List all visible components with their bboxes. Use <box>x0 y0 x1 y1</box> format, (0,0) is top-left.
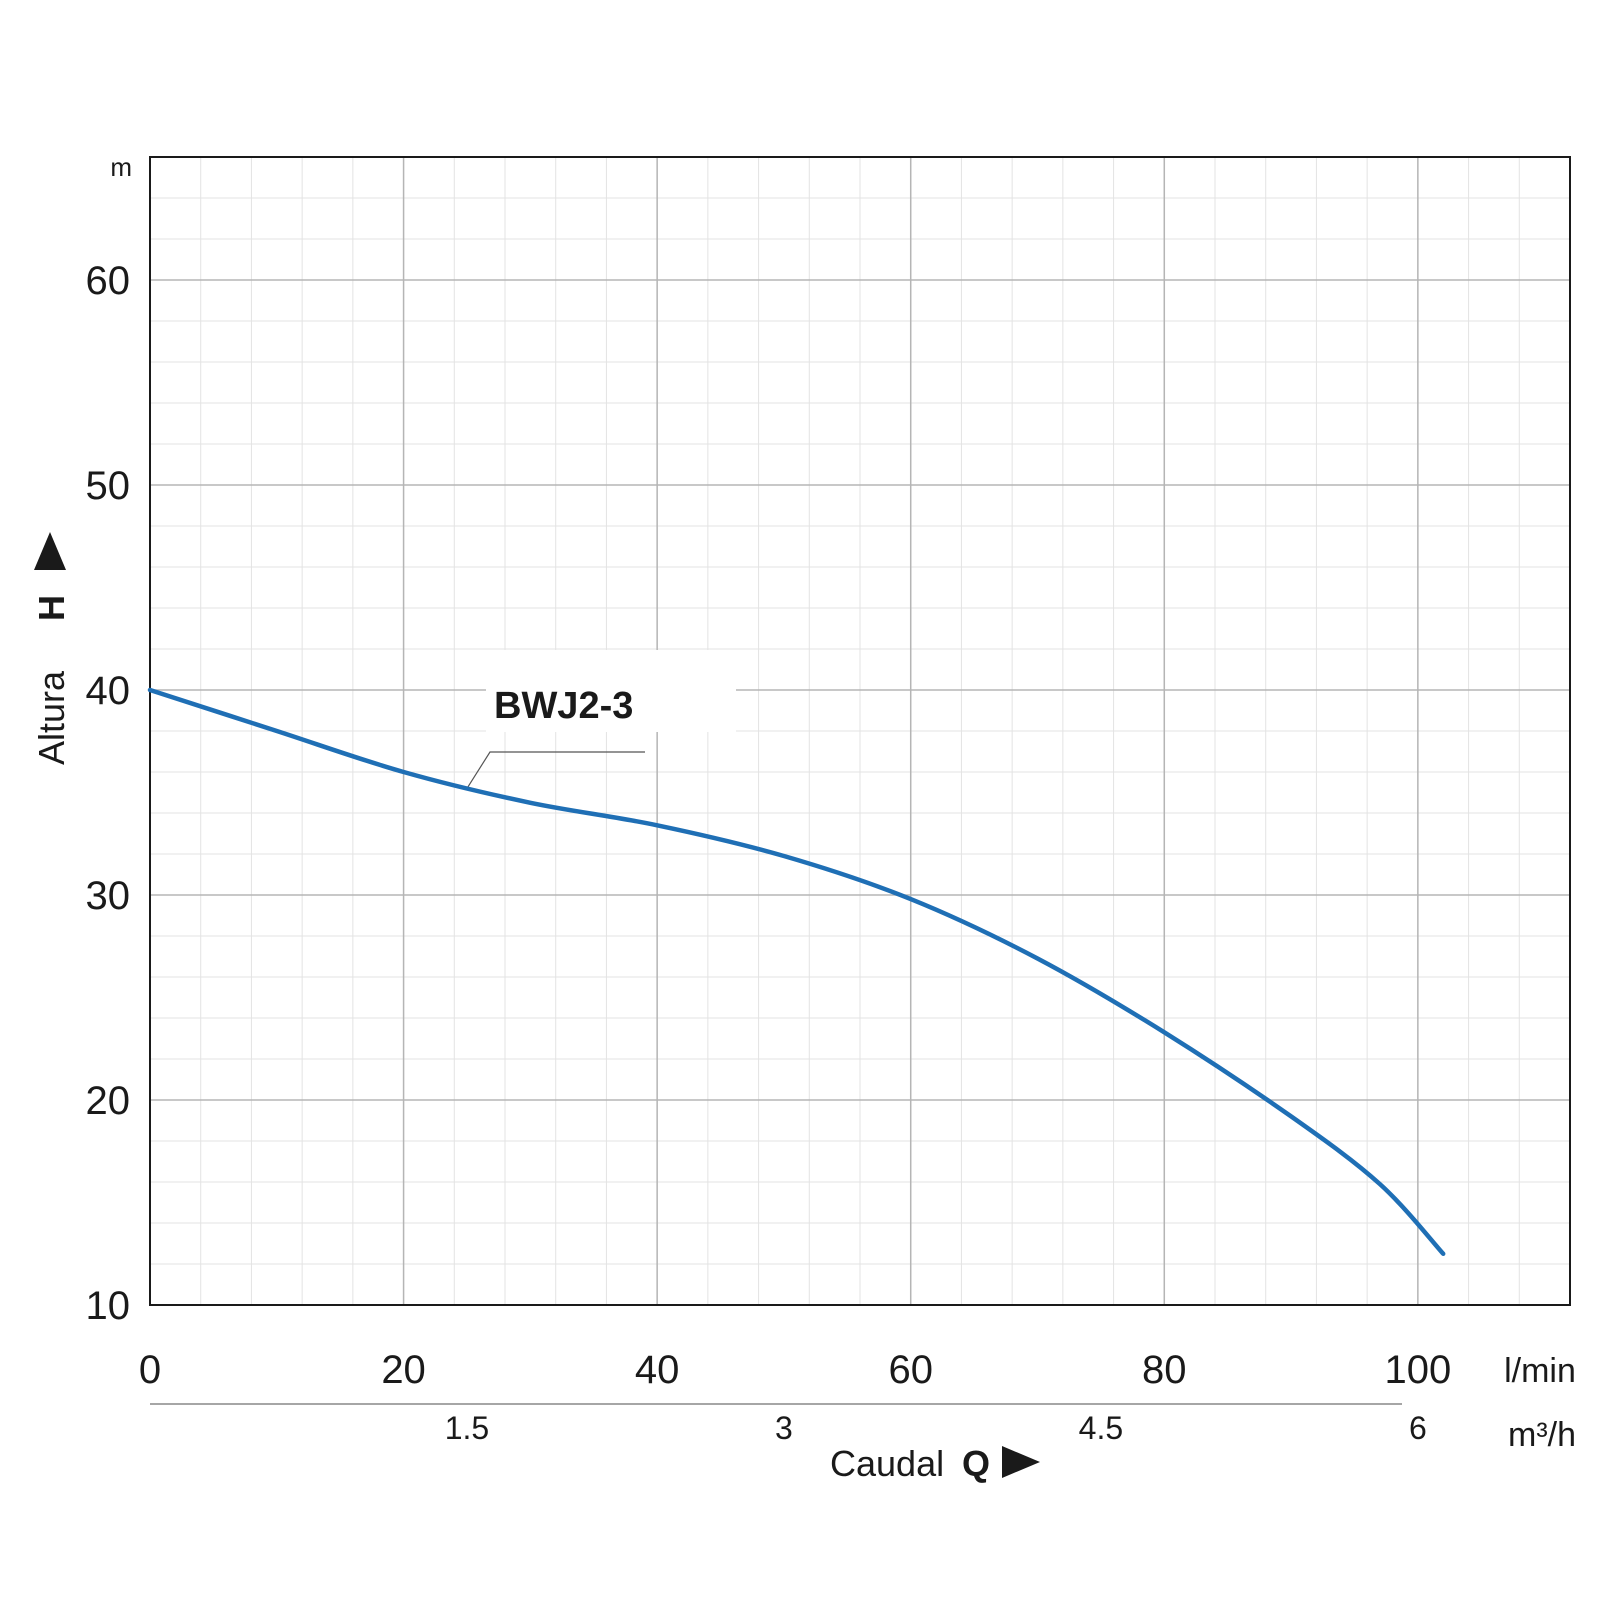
x-secondary-axis-unit: m³/h <box>1508 1416 1576 1454</box>
x-secondary-tick-labels: 1.5 3 4.5 6 <box>445 1410 1427 1446</box>
plot-frame <box>149 156 1571 1306</box>
x-tick-label: 20 <box>381 1348 426 1392</box>
series-label-background <box>486 650 736 732</box>
y-axis-arrow-icon <box>34 532 66 570</box>
y-tick-label: 20 <box>86 1079 131 1123</box>
x-axis-arrow-icon <box>1002 1446 1040 1478</box>
x-axis-title-group: Caudal Q <box>830 1443 1040 1484</box>
y-tick-label: 10 <box>86 1284 131 1328</box>
grid-minor <box>149 156 1571 1306</box>
x-tick-label: 40 <box>635 1348 680 1392</box>
x-secondary-tick-label: 6 <box>1409 1410 1427 1446</box>
x-secondary-tick-label: 1.5 <box>445 1410 489 1446</box>
y-tick-label: 30 <box>86 874 131 918</box>
x-axis-unit: l/min <box>1504 1352 1576 1390</box>
series-line-bwj2-3 <box>147 687 1446 1257</box>
x-tick-label: 60 <box>888 1348 933 1392</box>
x-tick-labels: 0 20 40 60 80 100 <box>139 1348 1451 1392</box>
series-label-bwj2-3: BWJ2-3 <box>494 685 633 727</box>
x-tick-label: 0 <box>139 1348 161 1392</box>
y-tick-labels: 10 20 30 40 50 60 <box>86 259 131 1328</box>
x-secondary-tick-label: 4.5 <box>1079 1410 1123 1446</box>
y-axis-title-group: Altura H <box>31 532 72 765</box>
y-tick-label: 60 <box>86 259 131 303</box>
x-tick-label: 100 <box>1384 1348 1451 1392</box>
y-tick-label: 50 <box>86 464 131 508</box>
y-tick-label: 40 <box>86 669 131 713</box>
x-tick-label: 80 <box>1142 1348 1187 1392</box>
x-axis-symbol: Q <box>962 1443 990 1484</box>
series-label-leader-line <box>466 751 645 789</box>
y-axis-symbol: H <box>31 595 72 621</box>
x-axis-title: Caudal <box>830 1443 944 1484</box>
y-axis-unit: m <box>110 152 132 182</box>
y-axis-title: Altura <box>31 670 72 765</box>
x-secondary-tick-label: 3 <box>775 1410 793 1446</box>
